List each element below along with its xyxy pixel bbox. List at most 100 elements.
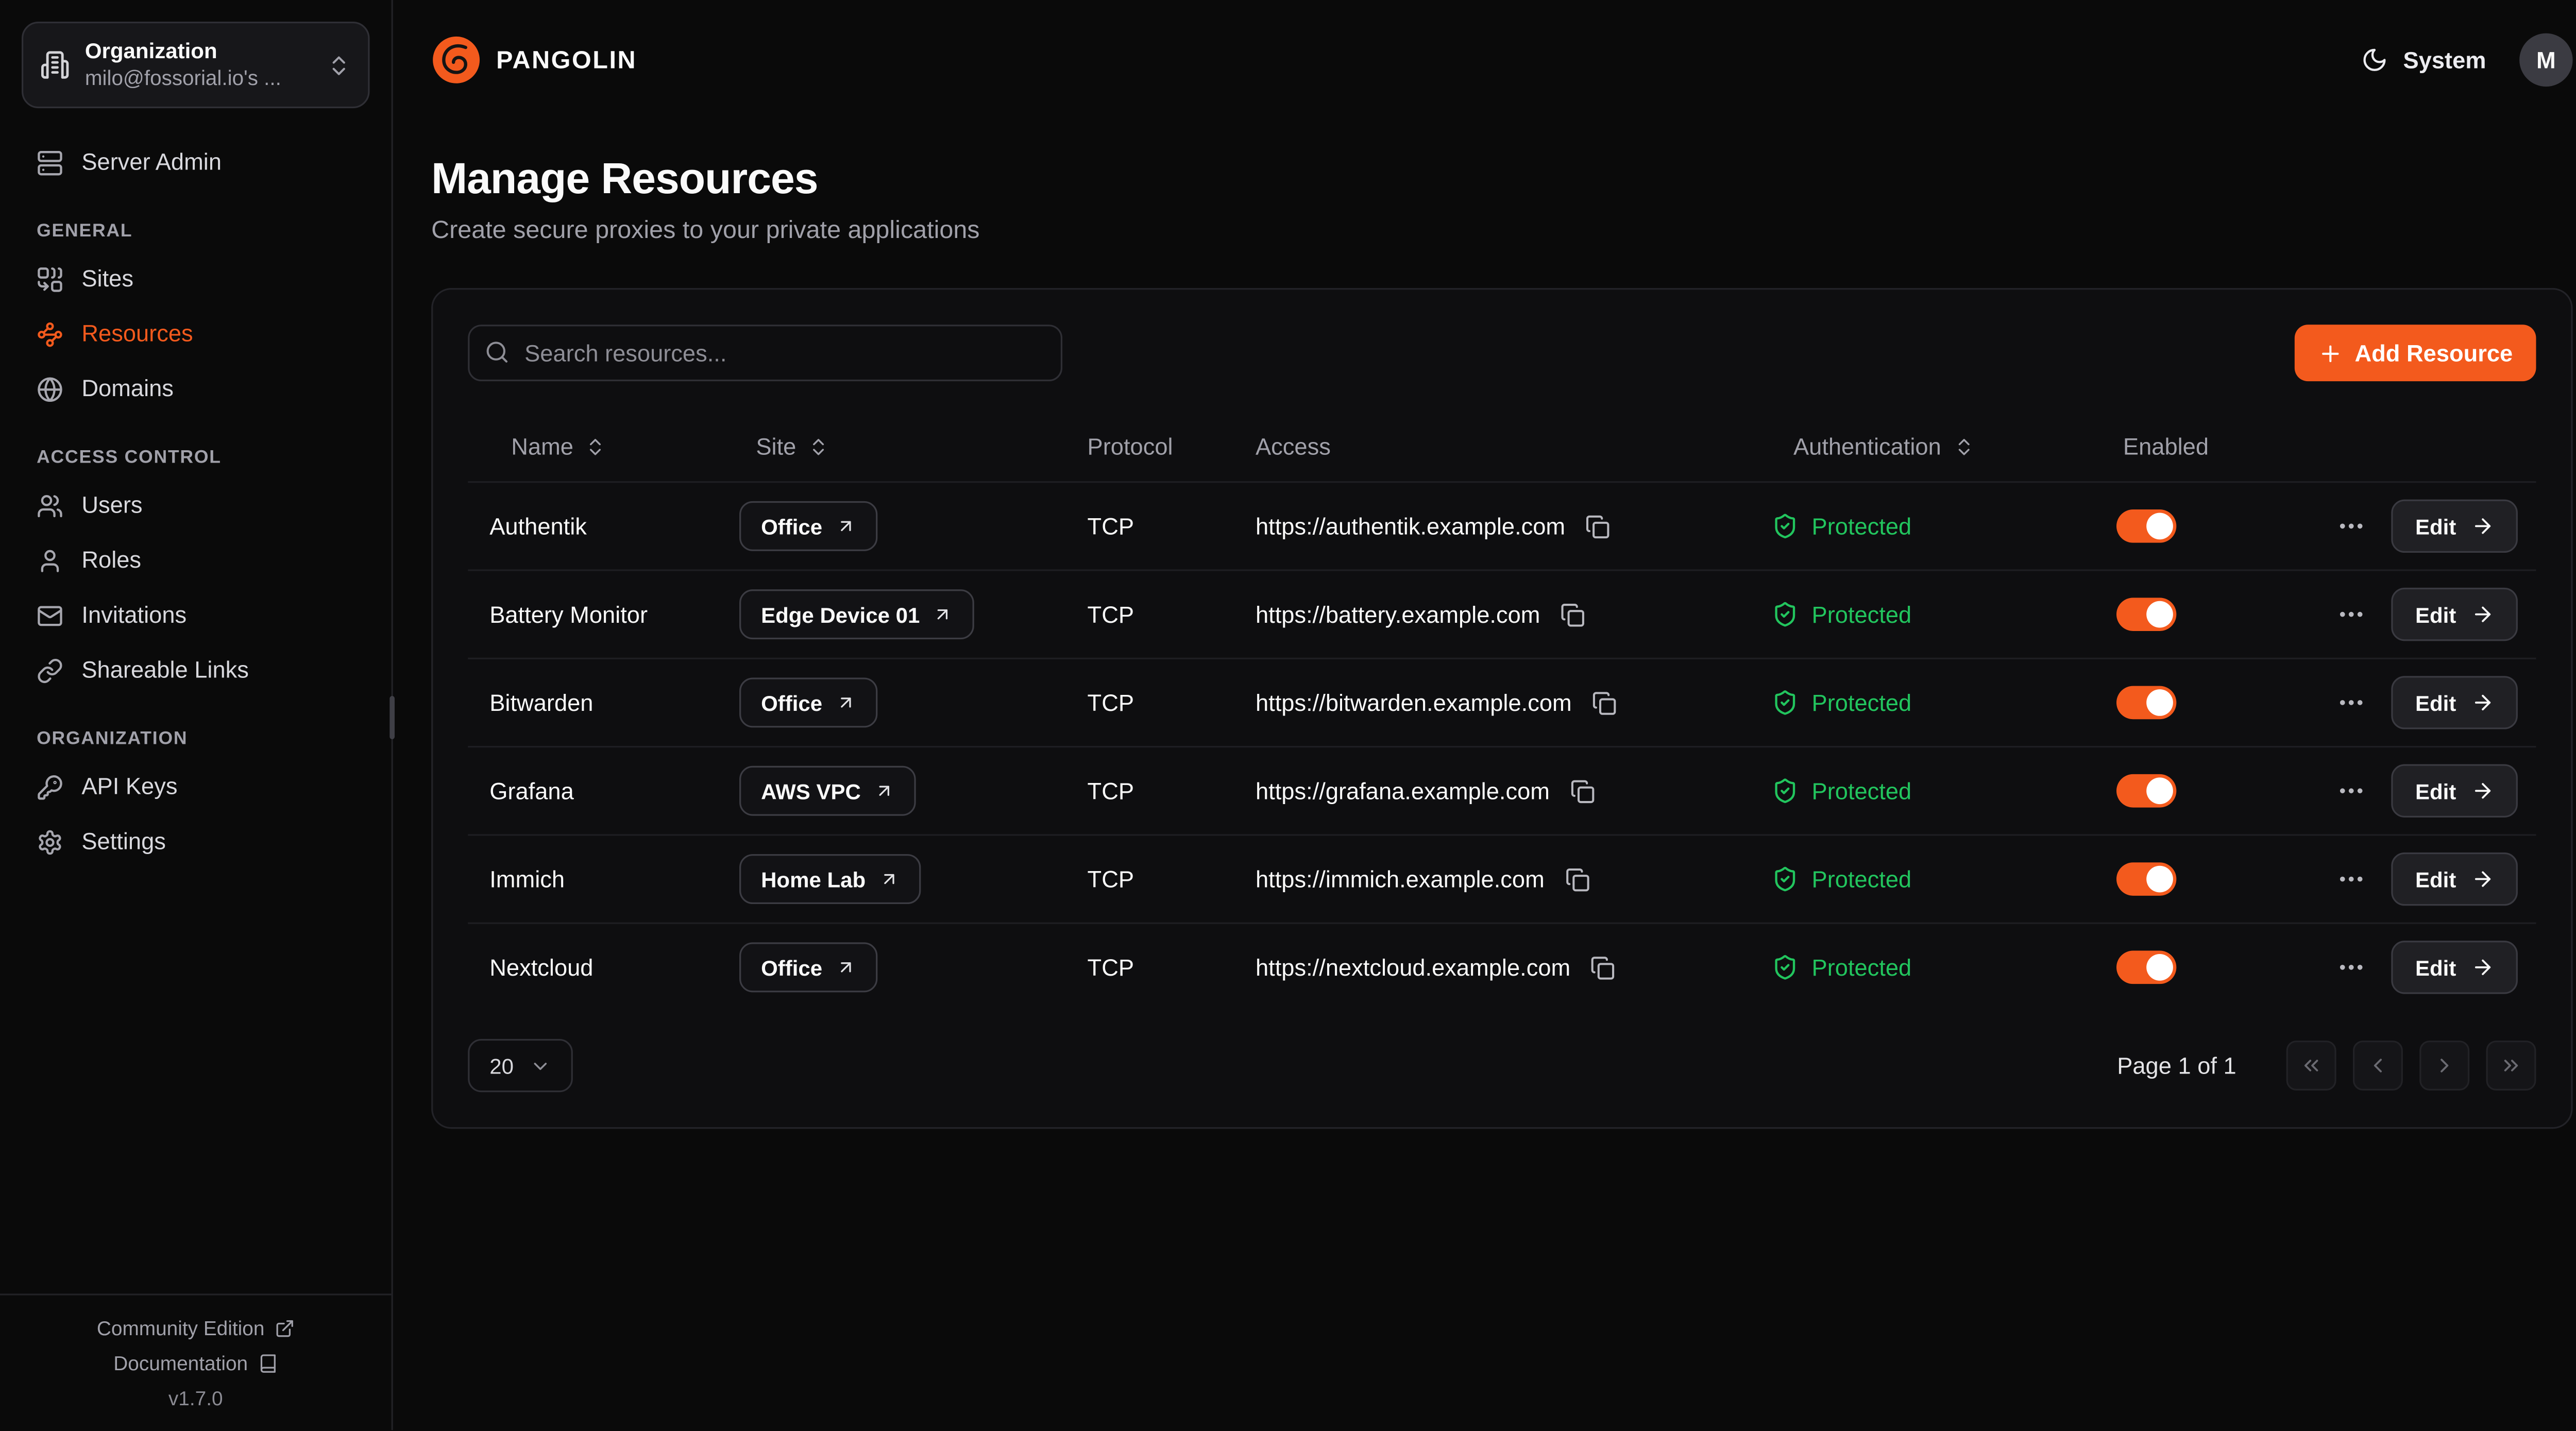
gear-icon	[37, 828, 63, 855]
documentation-link[interactable]: Documentation	[113, 1352, 278, 1375]
site-link-button[interactable]: Edge Device 01	[739, 589, 975, 640]
site-name: Home Lab	[761, 866, 866, 892]
protocol: TCP	[1087, 689, 1134, 716]
shield-check-icon	[1772, 601, 1799, 628]
column-label: Site	[756, 433, 796, 460]
search-input[interactable]	[468, 325, 1063, 382]
enabled-toggle[interactable]	[2116, 686, 2177, 720]
column-label: Name	[511, 433, 574, 460]
copy-button[interactable]	[1582, 510, 1613, 542]
auth-status: Protected	[1811, 513, 1912, 540]
table-row: Grafana AWS VPC TCP https://grafana.exam…	[468, 745, 2536, 834]
access-url: https://immich.example.com	[1256, 865, 1545, 893]
sidebar-item-label: Roles	[81, 546, 142, 573]
edit-button[interactable]: Edit	[2392, 852, 2518, 906]
copy-button[interactable]	[1557, 599, 1588, 630]
topbar-right: System M	[2362, 33, 2573, 87]
org-switcher[interactable]: Organization milo@fossorial.io's ...	[22, 22, 370, 109]
enabled-toggle[interactable]	[2116, 950, 2177, 984]
row-menu-button[interactable]	[2334, 508, 2370, 544]
sidebar-item-settings[interactable]: Settings	[22, 814, 370, 869]
edit-button[interactable]: Edit	[2392, 676, 2518, 729]
sidebar-item-resources[interactable]: Resources	[22, 306, 370, 362]
avatar[interactable]: M	[2519, 33, 2573, 87]
next-page-button[interactable]	[2419, 1041, 2470, 1091]
column-header-authentication[interactable]: Authentication	[1772, 433, 2116, 459]
edit-label: Edit	[2415, 514, 2456, 539]
table-row: Authentik Office TCP https://authentik.e…	[468, 481, 2536, 569]
arrow-right-icon	[2471, 603, 2494, 626]
first-page-button[interactable]	[2286, 1041, 2336, 1091]
chevron-right-icon	[2433, 1054, 2456, 1077]
row-menu-button[interactable]	[2334, 596, 2370, 633]
page-size-select[interactable]: 20	[468, 1038, 574, 1093]
row-menu-button[interactable]	[2334, 684, 2370, 721]
last-page-button[interactable]	[2486, 1041, 2536, 1091]
chevron-down-icon	[530, 1055, 552, 1077]
page-subtitle: Create secure proxies to your private ap…	[431, 216, 980, 245]
sidebar-item-roles[interactable]: Roles	[22, 533, 370, 588]
enabled-toggle[interactable]	[2116, 598, 2177, 631]
edit-button[interactable]: Edit	[2392, 587, 2518, 641]
protocol: TCP	[1087, 865, 1134, 893]
arrow-up-right-icon	[874, 781, 894, 801]
arrow-up-right-icon	[836, 516, 856, 536]
access-url: https://battery.example.com	[1256, 601, 1540, 628]
sidebar-item-users[interactable]: Users	[22, 478, 370, 533]
edit-button[interactable]: Edit	[2392, 764, 2518, 817]
add-resource-label: Add Resource	[2354, 339, 2513, 367]
edit-button[interactable]: Edit	[2392, 941, 2518, 994]
copy-button[interactable]	[1561, 863, 1592, 895]
add-resource-button[interactable]: Add Resource	[2295, 325, 2536, 382]
row-menu-button[interactable]	[2334, 949, 2370, 985]
sidebar-item-invitations[interactable]: Invitations	[22, 588, 370, 643]
ellipsis-icon	[2337, 688, 2367, 718]
site-name: Edge Device 01	[761, 602, 920, 627]
avatar-initial: M	[2536, 46, 2556, 74]
edit-label: Edit	[2415, 778, 2456, 804]
server-icon	[37, 149, 63, 176]
search-box	[468, 325, 1063, 382]
enabled-toggle[interactable]	[2116, 862, 2177, 896]
documentation-label: Documentation	[113, 1352, 248, 1375]
theme-toggle-button[interactable]: System	[2362, 46, 2486, 73]
sidebar-item-domains[interactable]: Domains	[22, 361, 370, 416]
sidebar-item-shareable-links[interactable]: Shareable Links	[22, 643, 370, 698]
sidebar-item-api-keys[interactable]: API Keys	[22, 759, 370, 814]
table-footer: 20 Page 1 of 1	[468, 1038, 2536, 1093]
sidebar-nav: Server Admin GENERAL Sites Resources Dom…	[0, 108, 392, 869]
site-link-button[interactable]: Office	[739, 501, 877, 551]
edit-button[interactable]: Edit	[2392, 499, 2518, 553]
column-header-enabled: Enabled	[2116, 433, 2340, 459]
sidebar-item-sites[interactable]: Sites	[22, 251, 370, 306]
brand[interactable]: PANGOLIN	[431, 35, 637, 85]
copy-icon	[1560, 602, 1585, 626]
auth-status: Protected	[1811, 865, 1912, 893]
site-link-button[interactable]: Office	[739, 677, 877, 728]
row-menu-button[interactable]	[2334, 773, 2370, 809]
topbar: PANGOLIN System M	[431, 0, 2573, 120]
key-icon	[37, 773, 63, 800]
copy-button[interactable]	[1566, 775, 1598, 807]
column-header-name[interactable]: Name	[468, 433, 739, 459]
row-menu-button[interactable]	[2334, 861, 2370, 897]
community-edition-link[interactable]: Community Edition	[97, 1317, 295, 1340]
enabled-toggle[interactable]	[2116, 774, 2177, 808]
card-toolbar: Add Resource	[468, 325, 2536, 382]
org-switcher-text: Organization milo@fossorial.io's ...	[85, 37, 312, 93]
copy-button[interactable]	[1587, 951, 1619, 983]
sidebar-resize-handle[interactable]	[389, 696, 395, 740]
resource-name: Immich	[489, 865, 565, 893]
copy-button[interactable]	[1588, 687, 1620, 718]
previous-page-button[interactable]	[2352, 1041, 2403, 1091]
site-link-button[interactable]: AWS VPC	[739, 765, 916, 816]
site-link-button[interactable]: Home Lab	[739, 854, 921, 905]
sidebar-item-server-admin[interactable]: Server Admin	[22, 135, 370, 190]
page-size-value: 20	[489, 1053, 514, 1078]
auth-status: Protected	[1811, 777, 1912, 805]
site-link-button[interactable]: Office	[739, 942, 877, 993]
column-header-site[interactable]: Site	[739, 433, 1088, 459]
auth-status: Protected	[1811, 601, 1912, 628]
external-link-icon	[275, 1319, 295, 1339]
enabled-toggle[interactable]	[2116, 509, 2177, 543]
